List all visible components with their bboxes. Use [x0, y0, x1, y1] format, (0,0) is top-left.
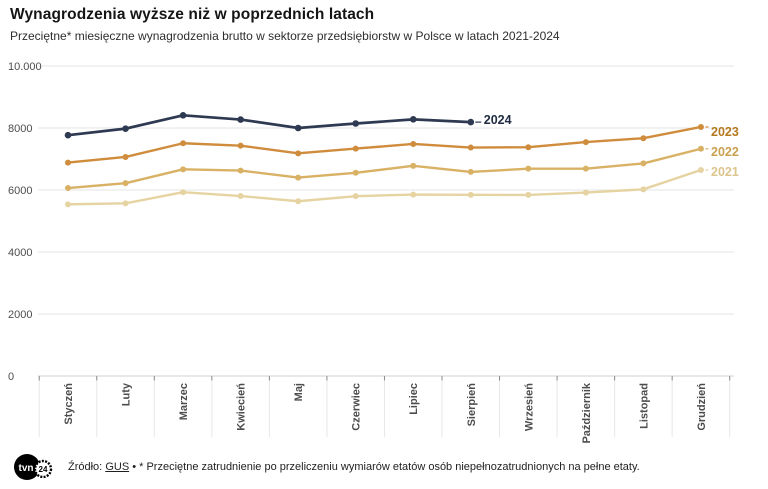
data-point-2023[interactable]: [65, 159, 71, 166]
y-axis-tick-label: 8000: [8, 123, 32, 135]
data-point-2021[interactable]: [697, 167, 704, 174]
y-axis-tick-label: 6000: [8, 185, 32, 197]
salary-chart: 0 2000 4000 6000 8000 10.000 Styczeń Luty Marzec…: [8, 61, 739, 444]
data-point-2021[interactable]: [525, 191, 532, 198]
tvn24-logo: tvn 24: [14, 454, 53, 480]
data-point-2023[interactable]: [467, 144, 474, 151]
y-axis-tick-label: 4000: [8, 247, 32, 259]
tvn24-logo-main: tvn: [19, 463, 34, 474]
x-axis-month-label: Luty: [121, 382, 133, 406]
source-prefix: Źródło:: [68, 461, 103, 473]
series-line-2024: [66, 113, 473, 137]
data-point-2021[interactable]: [237, 193, 244, 200]
data-point-2021[interactable]: [122, 200, 129, 207]
data-point-2021[interactable]: [65, 201, 71, 208]
data-point-2021[interactable]: [582, 189, 589, 196]
series-end-label-2024: 2024: [484, 113, 512, 127]
data-point-2022[interactable]: [640, 160, 647, 167]
y-axis-tick-label: 0: [8, 371, 14, 383]
data-point-2023[interactable]: [122, 153, 129, 160]
x-axis-month-label: Marzec: [178, 383, 190, 420]
data-point-2024[interactable]: [64, 131, 72, 139]
page-title: Wynagrodzenia wyższe niż w poprzednich l…: [10, 6, 375, 23]
data-point-2022[interactable]: [582, 165, 589, 172]
data-point-2022[interactable]: [237, 167, 244, 174]
series-end-label-2022: 2022: [711, 145, 739, 159]
x-axis-month-label: Sierpień: [466, 383, 478, 427]
data-point-2021[interactable]: [467, 191, 474, 198]
data-point-2022[interactable]: [122, 180, 129, 187]
x-axis-month-label: Lipiec: [408, 383, 420, 415]
salary-chart-container: 0 2000 4000 6000 8000 10.000 Styczeń Luty Marzec…: [8, 61, 739, 444]
x-axis-month-label: Styczeń: [63, 383, 75, 425]
data-point-2022[interactable]: [180, 166, 187, 173]
chart-header: Wynagrodzenia wyższe niż w poprzednich l…: [10, 6, 758, 43]
data-point-2023[interactable]: [697, 123, 704, 130]
data-point-2021[interactable]: [352, 193, 359, 200]
data-point-2024[interactable]: [237, 116, 244, 123]
data-point-2024[interactable]: [294, 124, 302, 132]
data-point-2023[interactable]: [582, 139, 589, 146]
page-subtitle: Przeciętne* miesięczne wynagrodzenia bru…: [10, 29, 560, 43]
x-axis-month-label: Wrzesień: [523, 383, 535, 431]
series-line-2023: [66, 125, 703, 164]
data-point-2024[interactable]: [122, 125, 129, 132]
data-point-2021[interactable]: [410, 191, 417, 198]
data-point-2022[interactable]: [65, 185, 71, 192]
source-note: Źródło: GUS • * Przeciętne zatrudnienie …: [68, 461, 640, 473]
data-point-2022[interactable]: [525, 165, 532, 172]
data-point-2023[interactable]: [525, 144, 532, 151]
tvn24-logo-badge: 24: [39, 465, 48, 474]
x-axis-month-label: Listopad: [638, 383, 650, 429]
data-point-2024[interactable]: [409, 116, 417, 123]
footnote-text: • * Przeciętne zatrudnienie po przelicze…: [132, 461, 640, 473]
data-point-2023[interactable]: [295, 150, 302, 157]
series-end-label-2023: 2023: [711, 125, 739, 139]
series-end-label-2021: 2021: [711, 165, 739, 179]
x-axis-month-label: Maj: [293, 383, 305, 401]
data-point-2022[interactable]: [410, 162, 417, 169]
x-axis-month-label: Czerwiec: [351, 383, 363, 431]
x-axis-month-label: Kwiecień: [236, 383, 248, 431]
data-point-2022[interactable]: [697, 145, 704, 152]
data-point-2023[interactable]: [352, 145, 359, 152]
data-point-2023[interactable]: [640, 135, 647, 142]
data-point-2022[interactable]: [295, 174, 302, 181]
series-line-2022: [66, 147, 703, 190]
x-axis-month-label: Grudzień: [696, 383, 708, 431]
data-point-2024[interactable]: [179, 112, 187, 119]
data-point-2021[interactable]: [295, 198, 302, 205]
data-point-2024[interactable]: [467, 118, 475, 126]
data-point-2024[interactable]: [352, 120, 360, 127]
y-axis-tick-label: 2000: [8, 309, 32, 321]
series-line-2021: [66, 168, 703, 206]
data-point-2021[interactable]: [180, 189, 187, 196]
data-point-2023[interactable]: [237, 142, 244, 149]
source-link-gus[interactable]: GUS: [105, 461, 130, 473]
y-axis-tick-label: 10.000: [8, 61, 42, 73]
chart-footer: tvn 24 Źródło: GUS • * Przeciętne zatrud…: [0, 445, 768, 489]
data-point-2021[interactable]: [640, 186, 647, 193]
x-axis-month-label: Październik: [581, 382, 593, 443]
data-point-2023[interactable]: [180, 140, 187, 147]
data-point-2022[interactable]: [467, 168, 474, 175]
data-point-2023[interactable]: [410, 140, 417, 147]
data-point-2022[interactable]: [352, 169, 359, 176]
